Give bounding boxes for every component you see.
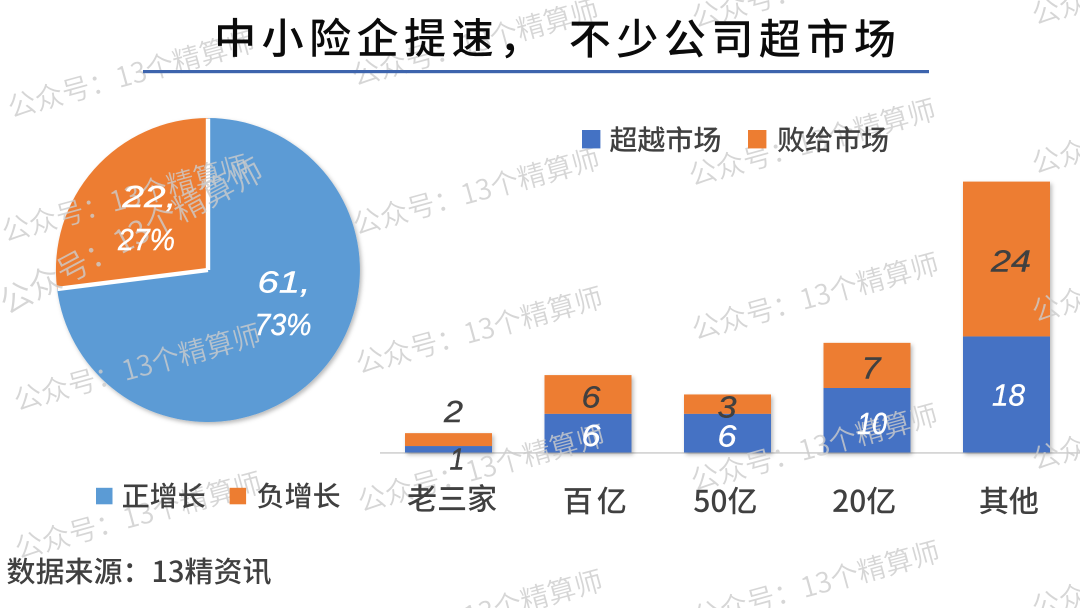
svg-text:6: 6 [582, 418, 602, 453]
svg-text:18: 18 [992, 378, 1026, 413]
svg-text:6: 6 [582, 379, 602, 414]
svg-text:3: 3 [718, 389, 737, 424]
svg-text:7: 7 [862, 350, 883, 385]
svg-text:1: 1 [450, 442, 465, 477]
svg-text:6: 6 [718, 418, 738, 453]
svg-text:27%: 27% [117, 222, 175, 257]
svg-text:22,: 22, [121, 179, 176, 214]
svg-text:24: 24 [990, 243, 1031, 278]
svg-text:10: 10 [857, 406, 887, 441]
svg-text:2: 2 [443, 394, 463, 429]
svg-text:73%: 73% [255, 307, 312, 342]
svg-text:61,: 61, [258, 264, 311, 299]
